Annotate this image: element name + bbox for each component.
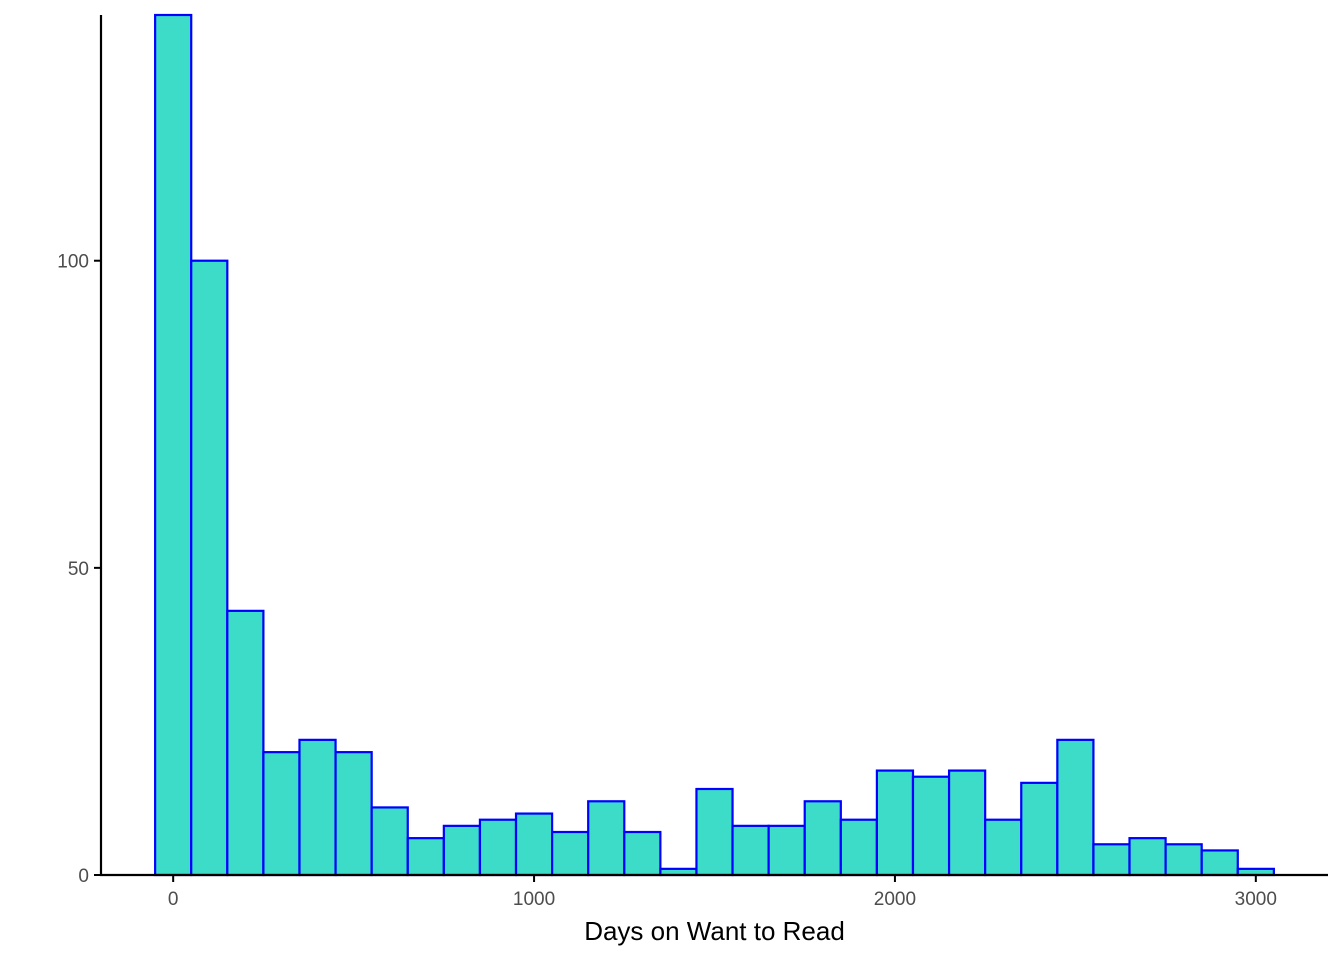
histogram-bar (478, 818, 518, 877)
histogram-bar (587, 800, 626, 877)
histogram-bar (406, 837, 445, 877)
histogram-bar (984, 818, 1023, 877)
x-tick-label: 1000 (513, 889, 555, 910)
histogram-bar (911, 775, 951, 877)
histogram-bar (947, 769, 987, 877)
histogram-bar (623, 830, 662, 877)
y-tick-label: 0 (78, 866, 89, 887)
x-axis-ticks: 0 1000 2000 3000 (168, 875, 1277, 910)
y-axis-ticks: 0 50 100 (57, 252, 101, 887)
histogram-bar (1128, 837, 1167, 877)
histogram-bar (226, 609, 265, 877)
histogram-bar (370, 806, 409, 877)
histogram-bar (875, 769, 915, 877)
bars-group (154, 13, 1275, 877)
histogram-bar (190, 259, 229, 877)
histogram-bar (1056, 738, 1095, 877)
histogram-bar (803, 800, 842, 877)
histogram-bar (442, 824, 482, 877)
histogram-bar (334, 751, 373, 877)
histogram-bar (154, 13, 193, 877)
histogram-bar (1092, 843, 1131, 877)
x-axis-title: Days on Want to Read (584, 916, 845, 946)
y-tick-label: 100 (57, 252, 89, 273)
x-tick-label: 2000 (874, 889, 916, 910)
histogram-bar (1200, 849, 1239, 877)
histogram-bar (839, 818, 878, 877)
histogram-bar (551, 830, 590, 877)
histogram-bar (767, 824, 806, 877)
x-tick-label: 0 (168, 889, 179, 910)
histogram-bar (298, 738, 337, 877)
histogram-bar (514, 812, 554, 877)
y-tick-label: 50 (68, 559, 89, 580)
x-tick-label: 3000 (1235, 889, 1277, 910)
histogram-bar (1020, 781, 1059, 877)
histogram-bar (695, 787, 734, 877)
histogram-bar (262, 751, 301, 877)
histogram-bar (731, 824, 770, 877)
histogram-bar (1164, 843, 1203, 877)
